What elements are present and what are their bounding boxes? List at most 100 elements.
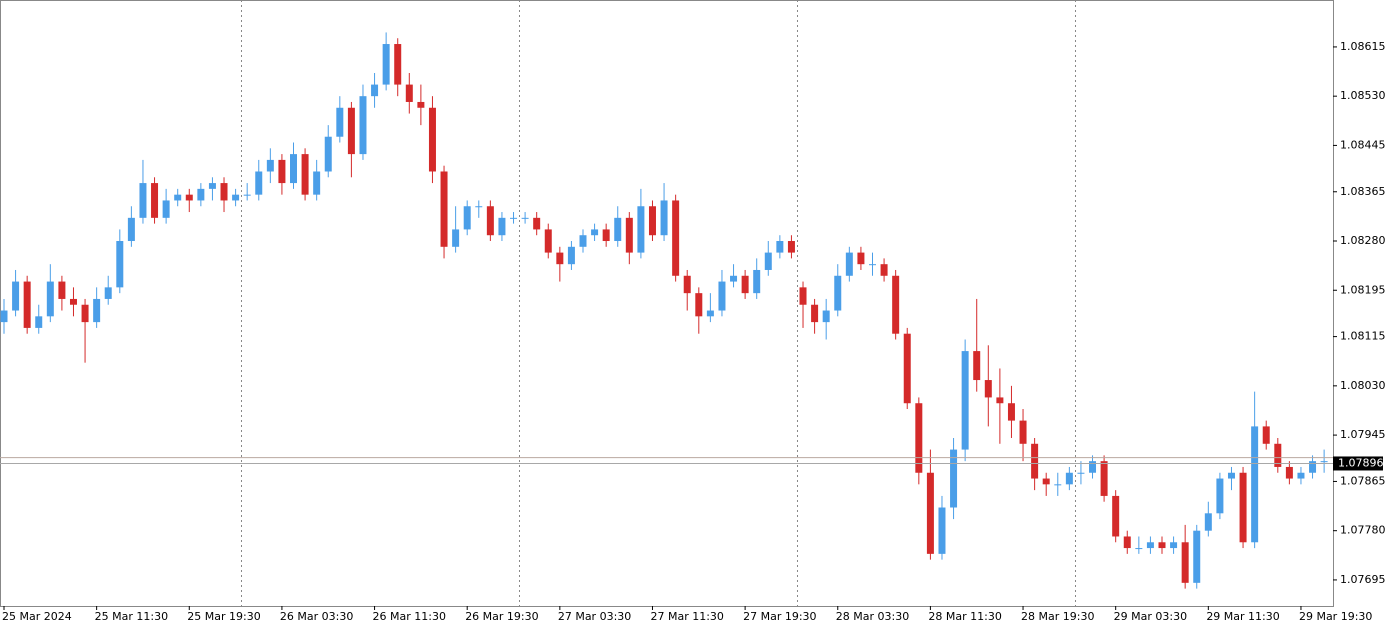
candle-body — [1181, 542, 1189, 583]
candle-body — [1065, 472, 1073, 485]
x-tick-label: 26 Mar 03:30 — [280, 610, 353, 623]
candle-body — [394, 44, 402, 85]
y-tick-label: 1.07865 — [1340, 474, 1386, 487]
candle-body — [359, 96, 367, 155]
candle-body — [602, 229, 610, 242]
candle-body — [776, 241, 784, 253]
candle-body — [185, 194, 193, 201]
candle-body — [1309, 461, 1317, 473]
candle-body — [845, 252, 853, 276]
candle-body — [1112, 495, 1120, 537]
candle-body — [695, 293, 703, 317]
candle-body — [926, 472, 934, 554]
candle-body — [475, 206, 483, 208]
candle-body — [637, 206, 645, 253]
candle-body — [313, 171, 321, 195]
candle-body — [1077, 472, 1085, 474]
x-tick-label: 25 Mar 2024 — [2, 610, 72, 623]
y-tick-label: 1.08115 — [1340, 330, 1386, 343]
candle-body — [1251, 426, 1259, 543]
candle-body — [880, 264, 888, 276]
candle-body — [452, 229, 460, 247]
candle-body — [116, 241, 124, 288]
candle-body — [822, 310, 830, 323]
candle-body — [1285, 466, 1293, 479]
candle-body — [1123, 536, 1131, 549]
candle-body — [556, 252, 564, 265]
candle-body — [232, 194, 240, 201]
candle-body — [730, 275, 738, 282]
candle-body — [371, 84, 379, 97]
candle-body — [753, 269, 761, 294]
y-tick-label: 1.07780 — [1340, 524, 1386, 537]
candle-body — [741, 275, 749, 294]
x-tick-label: 29 Mar 19:30 — [1299, 610, 1372, 623]
bid-box — [1333, 456, 1383, 471]
candle-body — [1320, 461, 1328, 463]
candle-body — [1193, 530, 1201, 583]
candle-body — [1204, 513, 1212, 531]
candle-body — [151, 183, 159, 218]
candle-body — [857, 252, 865, 265]
candle-body — [1007, 403, 1015, 421]
candle-body — [567, 246, 575, 265]
candle-body — [255, 171, 263, 195]
candle-body — [162, 200, 170, 218]
x-tick-label: 27 Mar 03:30 — [558, 610, 631, 623]
candle-body — [938, 507, 946, 554]
candle-body — [498, 217, 506, 236]
x-tick-label: 26 Mar 11:30 — [373, 610, 446, 623]
y-tick-label: 1.07695 — [1340, 573, 1386, 586]
candle-body — [1170, 542, 1178, 549]
candle-body — [1297, 472, 1305, 479]
candle-body — [625, 217, 633, 253]
candle-body — [718, 281, 726, 311]
candle-body — [46, 281, 54, 317]
candle-body — [1216, 478, 1224, 514]
candle-body — [869, 264, 876, 266]
candle-body — [1262, 426, 1270, 444]
x-tick-label: 29 Mar 03:30 — [1114, 610, 1187, 623]
candle-body — [672, 200, 680, 276]
candle-body — [614, 217, 622, 242]
candle-body — [591, 229, 599, 236]
candle-body — [1019, 420, 1027, 444]
candle-body — [1239, 472, 1247, 543]
x-tick-label: 25 Mar 11:30 — [95, 610, 168, 623]
y-tick-label: 1.08530 — [1340, 89, 1386, 102]
candle-body — [787, 241, 795, 253]
candle-body — [996, 397, 1004, 404]
candle-body — [1274, 443, 1282, 467]
candle-body — [278, 159, 286, 184]
candle-body — [347, 107, 355, 155]
candle-body — [440, 171, 448, 247]
candle-body — [301, 154, 309, 195]
candle-body — [93, 298, 101, 323]
candle-body — [23, 281, 31, 328]
candle-body — [544, 229, 552, 253]
y-tick-label: 1.08365 — [1340, 185, 1386, 198]
candle-body — [950, 449, 958, 508]
candle-body — [208, 183, 216, 189]
y-tick-label: 1.08195 — [1340, 283, 1386, 296]
candle-body — [961, 351, 969, 450]
x-tick-label: 25 Mar 19:30 — [187, 610, 260, 623]
candle-body — [290, 154, 297, 184]
candle-body — [35, 316, 43, 328]
candle-body — [1089, 461, 1097, 473]
bid-label: 1.07896 — [1338, 456, 1384, 469]
y-tick-label: 1.07945 — [1340, 428, 1386, 441]
x-tick-label: 27 Mar 19:30 — [743, 610, 816, 623]
candle-body — [336, 107, 344, 137]
candle-body — [1158, 542, 1166, 549]
candle-body — [174, 194, 182, 201]
candle-body — [683, 275, 691, 294]
candle-body — [324, 136, 332, 172]
x-tick-label: 29 Mar 11:30 — [1206, 610, 1279, 623]
y-tick-label: 1.08445 — [1340, 138, 1386, 151]
candle-body — [58, 281, 66, 299]
candle-body — [1135, 548, 1143, 550]
candle-body — [69, 298, 77, 305]
candle-body — [510, 217, 518, 219]
